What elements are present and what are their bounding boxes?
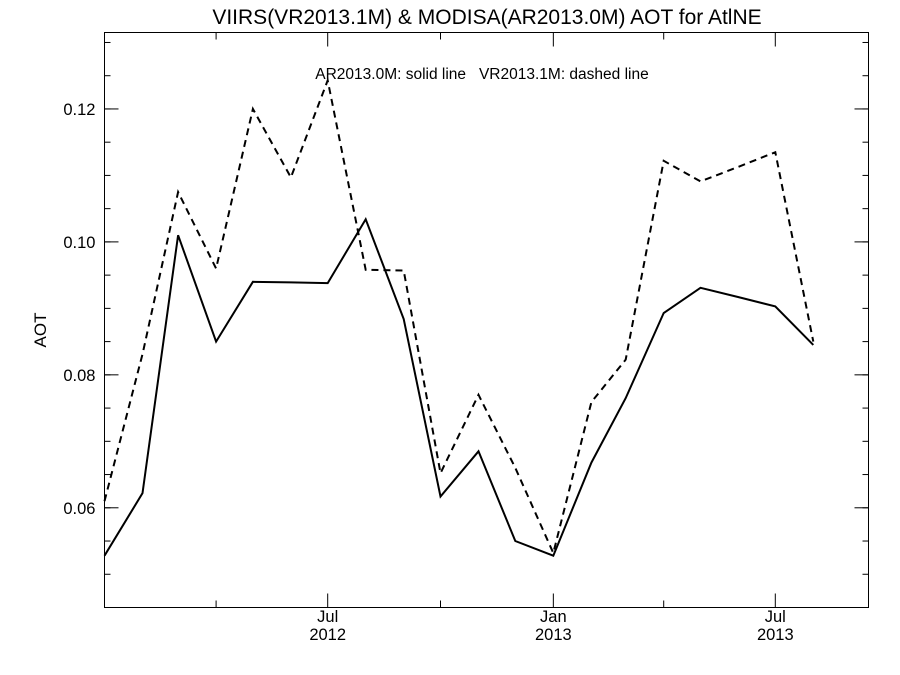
plot-frame [104,32,869,608]
x-tick-label-month: Jul [765,608,786,626]
series-line-vr2013-1m [103,76,815,557]
x-tick-label-month: Jan [540,608,567,626]
series-line-ar2013-0m [103,217,815,557]
y-axis-label: AOT [31,313,50,348]
x-tick-label-year: 2013 [757,626,794,644]
line-style-legend: AR2013.0M: solid line VR2013.1M: dashed … [315,66,648,83]
x-tick-label-month: Jul [317,608,338,626]
y-tick-label: 0.08 [63,367,95,385]
y-tick-label: 0.06 [63,500,95,518]
y-tick-label: 0.10 [63,234,95,252]
y-tick-label: 0.12 [63,101,95,119]
series-lines [103,76,815,557]
x-tick-label-year: 2012 [309,626,346,644]
x-tick-label-year: 2013 [535,626,572,644]
chart-title: VIIRS(VR2013.1M) & MODISA(AR2013.0M) AOT… [212,6,761,29]
